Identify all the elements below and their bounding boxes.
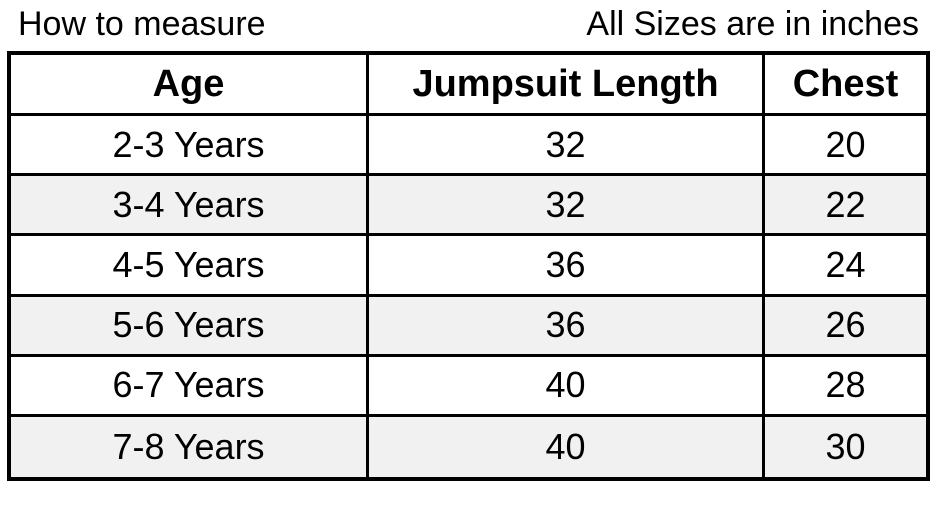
chest-cell: 22 [765, 176, 926, 237]
header-age: Age [11, 55, 369, 116]
jumpsuit-length-cell: 36 [369, 236, 765, 297]
jumpsuit-length-cell: 40 [369, 416, 765, 477]
chest-cell: 30 [765, 416, 926, 477]
chest-cell: 26 [765, 296, 926, 357]
jumpsuit-length-cell: 36 [369, 296, 765, 357]
age-cell: 3-4 Years [11, 176, 369, 237]
age-cell: 6-7 Years [11, 356, 369, 417]
age-cell: 5-6 Years [11, 296, 369, 357]
header-chest: Chest [765, 55, 926, 116]
jumpsuit-length-cell: 40 [369, 356, 765, 417]
units-caption: All Sizes are in inches [586, 5, 919, 43]
jumpsuit-length-cell: 32 [369, 176, 765, 237]
jumpsuit-length-cell: 32 [369, 116, 765, 177]
age-cell: 4-5 Years [11, 236, 369, 297]
age-cell: 2-3 Years [11, 116, 369, 177]
header-jumpsuit-length: Jumpsuit Length [369, 55, 765, 116]
how-to-measure-caption: How to measure [18, 5, 266, 43]
chest-cell: 20 [765, 116, 926, 177]
chest-cell: 24 [765, 236, 926, 297]
size-chart-table: Age Jumpsuit Length Chest 2-3 Years 32 20 3… [7, 51, 930, 481]
chest-cell: 28 [765, 357, 926, 417]
age-cell: 7-8 Years [11, 416, 369, 477]
